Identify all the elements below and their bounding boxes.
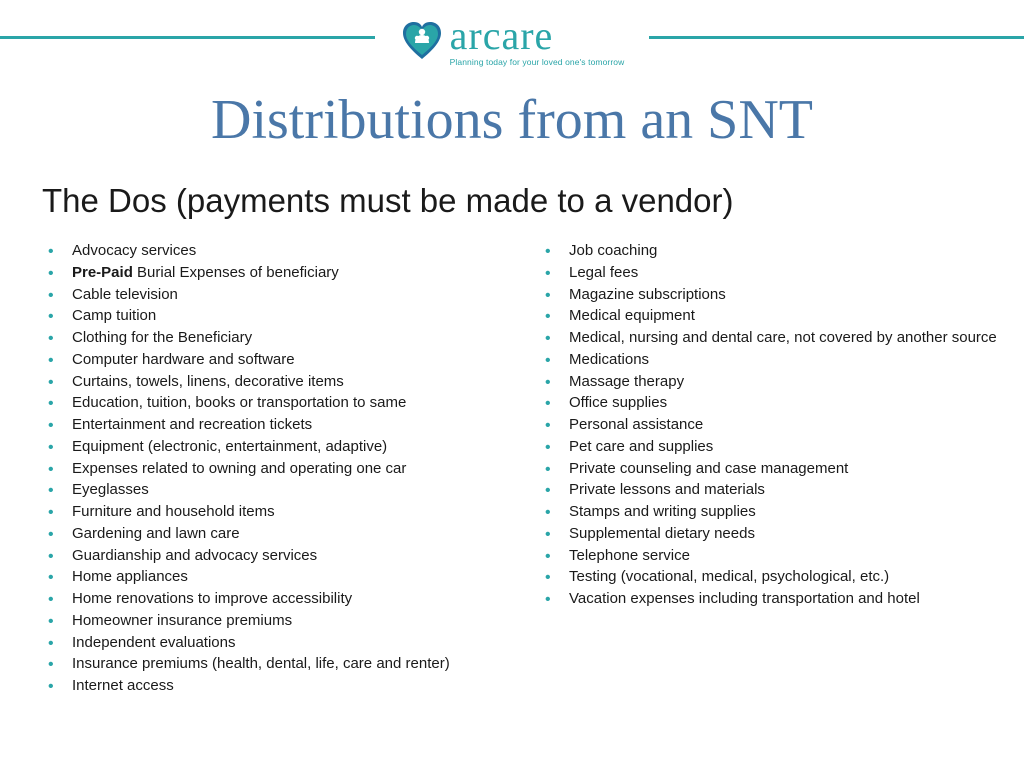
list-item: Private counseling and case management [539,458,1006,480]
list-item: Expenses related to owning and operating… [42,458,509,480]
list-item: Equipment (electronic, entertainment, ad… [42,436,509,458]
right-list: Job coachingLegal feesMagazine subscript… [539,240,1006,610]
list-item: Personal assistance [539,414,1006,436]
list-item: Telephone service [539,545,1006,567]
list-item: Curtains, towels, linens, decorative ite… [42,371,509,393]
list-item: Testing (vocational, medical, psychologi… [539,566,1006,588]
list-item: Cable television [42,284,509,306]
list-item: Supplemental dietary needs [539,523,1006,545]
list-item: Independent evaluations [42,632,509,654]
list-item: Insurance premiums (health, dental, life… [42,653,509,675]
logo: arcare Planning today for your loved one… [390,16,635,67]
slide-subtitle: The Dos (payments must be made to a vend… [42,182,1024,220]
header-rule-left [0,36,375,39]
list-item: Pre-Paid Burial Expenses of beneficiary [42,262,509,284]
list-item: Stamps and writing supplies [539,501,1006,523]
list-item: Clothing for the Beneficiary [42,327,509,349]
list-item: Medical equipment [539,305,1006,327]
list-item: Legal fees [539,262,1006,284]
list-item: Office supplies [539,392,1006,414]
list-item: Education, tuition, books or transportat… [42,392,509,414]
list-item-bold: Pre-Paid [72,264,133,281]
header-rule-right [649,36,1024,39]
list-item: Private lessons and materials [539,479,1006,501]
logo-word: arcare [450,16,625,56]
list-item: Camp tuition [42,305,509,327]
left-list: Advocacy servicesPre-Paid Burial Expense… [42,240,509,697]
list-item: Guardianship and advocacy services [42,545,509,567]
logo-text: arcare Planning today for your loved one… [450,16,625,67]
list-item: Pet care and supplies [539,436,1006,458]
list-item: Home appliances [42,566,509,588]
list-item: Massage therapy [539,371,1006,393]
list-item: Furniture and household items [42,501,509,523]
heart-logo-icon [400,19,444,63]
list-item: Magazine subscriptions [539,284,1006,306]
list-item: Gardening and lawn care [42,523,509,545]
list-item: Medical, nursing and dental care, not co… [539,327,1006,349]
list-item: Internet access [42,675,509,697]
list-item: Eyeglasses [42,479,509,501]
slide-title: Distributions from an SNT [0,88,1024,152]
list-item: Entertainment and recreation tickets [42,414,509,436]
content-columns: Advocacy servicesPre-Paid Burial Expense… [0,240,1024,697]
list-item: Medications [539,349,1006,371]
left-column: Advocacy servicesPre-Paid Burial Expense… [42,240,509,697]
slide-header: arcare Planning today for your loved one… [0,0,1024,70]
list-item: Computer hardware and software [42,349,509,371]
list-item: Homeowner insurance premiums [42,610,509,632]
list-item: Advocacy services [42,240,509,262]
logo-tagline: Planning today for your loved one's tomo… [450,58,625,67]
list-item-text: Burial Expenses of beneficiary [133,264,339,281]
right-column: Job coachingLegal feesMagazine subscript… [539,240,1006,697]
list-item: Vacation expenses including transportati… [539,588,1006,610]
list-item: Home renovations to improve accessibilit… [42,588,509,610]
list-item: Job coaching [539,240,1006,262]
